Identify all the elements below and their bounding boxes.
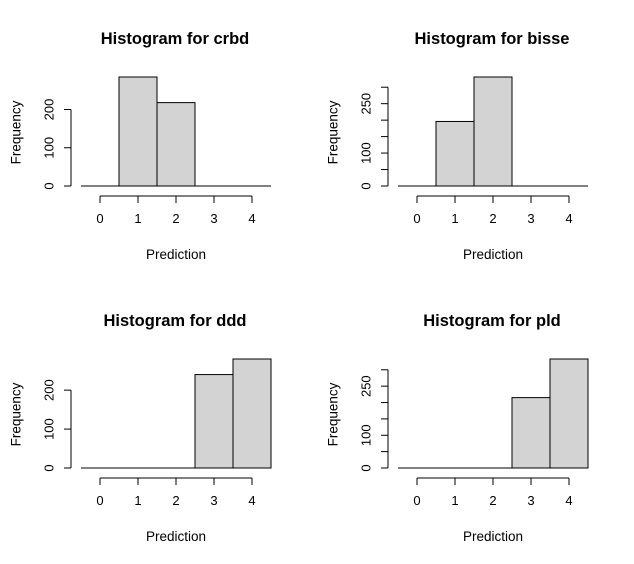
histogram-panel-1: Histogram for crbd 0 1 2 3 4 Prediction 0 100 200… (9, 30, 271, 262)
histogram-bar (549, 358, 589, 469)
y-tick-label: 200 (41, 99, 56, 121)
histogram-bar (232, 358, 272, 469)
histogram-bar (118, 76, 158, 187)
x-tick-label: 2 (489, 493, 496, 508)
y-axis-label: Frequency (9, 382, 24, 446)
x-tick-label: 1 (134, 493, 141, 508)
chart-title: Histogram for pld (423, 312, 561, 330)
y-axis-label: Frequency (326, 382, 341, 446)
x-tick-label: 2 (489, 211, 496, 226)
y-tick-label: 200 (41, 379, 56, 401)
y-tick-label: 250 (358, 93, 373, 115)
x-tick-label: 3 (210, 211, 217, 226)
x-tick-label: 1 (451, 493, 458, 508)
histogram-bar (511, 397, 551, 469)
y-tick-label: 100 (358, 142, 373, 164)
histogram-panel-3: Histogram for ddd 0 1 2 3 4 Prediction 0 100 200 F… (9, 312, 272, 544)
y-tick-label: 0 (358, 182, 373, 189)
y-axis-label: Frequency (9, 100, 24, 164)
x-tick-label: 0 (96, 493, 103, 508)
histogram-bar (194, 374, 234, 469)
histogram-bar (156, 102, 196, 187)
y-tick-label: 100 (41, 418, 56, 440)
x-tick-label: 1 (451, 211, 458, 226)
y-tick-label: 0 (358, 464, 373, 471)
x-tick-label: 4 (565, 211, 572, 226)
chart-title: Histogram for ddd (104, 312, 247, 330)
x-tick-label: 3 (210, 493, 217, 508)
histogram-panel-4: Histogram for pld 0 1 2 3 4 Prediction 0 100 250 F… (326, 312, 589, 544)
x-tick-label: 3 (527, 211, 534, 226)
y-tick-label: 100 (41, 137, 56, 159)
x-axis-label: Prediction (463, 247, 523, 262)
x-tick-label: 2 (172, 493, 179, 508)
x-tick-label: 4 (565, 493, 572, 508)
x-tick-label: 2 (172, 211, 179, 226)
x-tick-label: 1 (134, 211, 141, 226)
x-tick-label: 3 (527, 493, 534, 508)
y-tick-label: 250 (358, 375, 373, 397)
y-axis-label: Frequency (326, 100, 341, 164)
x-axis-label: Prediction (146, 529, 206, 544)
x-tick-label: 4 (248, 211, 255, 226)
x-tick-label: 0 (96, 211, 103, 226)
x-tick-label: 4 (248, 493, 255, 508)
x-tick-label: 0 (413, 493, 420, 508)
histogram-bar (435, 120, 475, 187)
chart-title: Histogram for bisse (415, 30, 570, 48)
x-axis-label: Prediction (463, 529, 523, 544)
chart-title: Histogram for crbd (101, 30, 250, 48)
histogram-bar (473, 76, 513, 187)
x-axis-label: Prediction (146, 247, 206, 262)
y-tick-label: 0 (41, 182, 56, 189)
x-tick-label: 0 (413, 211, 420, 226)
histogram-panel-2: Histogram for bisse 0 1 2 3 4 Prediction 0 100 25… (326, 30, 588, 262)
y-tick-label: 0 (41, 464, 56, 471)
y-tick-label: 100 (358, 424, 373, 446)
